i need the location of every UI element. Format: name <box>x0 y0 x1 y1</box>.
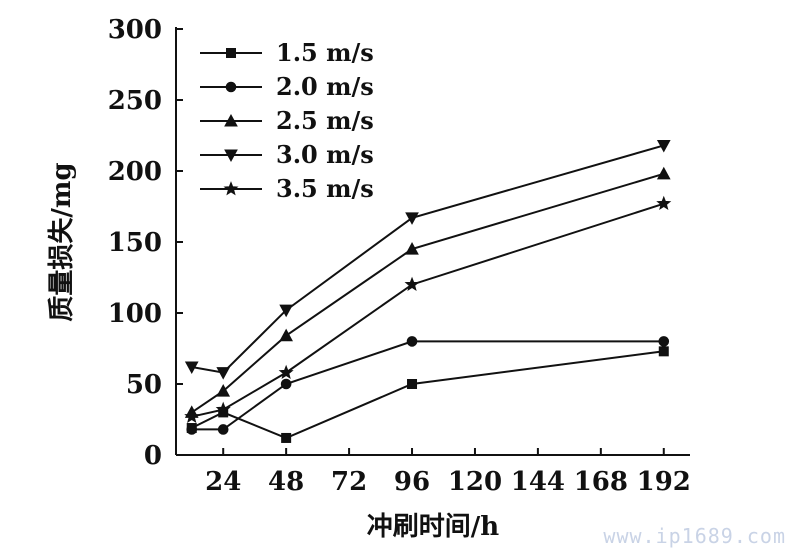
series-line <box>191 172 665 414</box>
series-line <box>191 144 665 374</box>
data-point <box>656 139 671 153</box>
y-axis-title: 质量损失/mg <box>47 162 77 321</box>
legend-marker <box>224 149 238 163</box>
data-point <box>658 346 669 357</box>
series-line <box>191 202 665 418</box>
y-tick-label: 150 <box>108 228 162 258</box>
legend-label: 3.5 m/s <box>276 174 374 203</box>
data-point <box>216 384 231 397</box>
data-point <box>279 304 293 318</box>
y-tick-label: 100 <box>108 299 162 329</box>
x-tick-label: 24 <box>205 467 241 497</box>
data-point <box>281 432 292 443</box>
legend-label: 3.0 m/s <box>276 140 374 169</box>
series-3 <box>184 166 671 418</box>
watermark: www.ip1689.com <box>603 524 786 548</box>
data-point <box>215 401 231 416</box>
data-point <box>186 424 198 435</box>
data-point <box>216 367 231 380</box>
data-point <box>279 328 293 342</box>
data-point <box>404 276 420 291</box>
y-tick-label: 50 <box>126 370 162 400</box>
x-tick-label: 168 <box>574 467 628 497</box>
legend-label: 2.0 m/s <box>276 72 374 101</box>
data-point <box>656 195 672 211</box>
legend: 1.5 m/s 2.0 m/s 2.5 m/s 3.0 m/s 3.5 m/s <box>200 38 374 203</box>
series-5 <box>184 195 672 424</box>
legend-marker <box>225 81 237 93</box>
y-tick-label: 250 <box>108 86 162 116</box>
data-point <box>405 212 419 225</box>
legend-label: 1.5 m/s <box>276 38 374 67</box>
x-tick-label: 144 <box>511 467 565 497</box>
x-tick-label: 120 <box>448 467 502 497</box>
data-point <box>407 379 418 389</box>
legend-marker <box>223 181 239 196</box>
legend-marker <box>226 48 236 58</box>
series-1 <box>186 346 669 443</box>
series-line <box>191 350 664 440</box>
legend-label: 2.5 m/s <box>276 106 374 135</box>
data-point <box>278 364 294 380</box>
y-tick-label: 200 <box>108 157 162 187</box>
legend-entry: 1.5 m/s <box>200 38 374 67</box>
x-tick-label: 48 <box>268 467 304 497</box>
data-point <box>658 336 670 347</box>
legend-entry: 2.5 m/s <box>200 106 374 135</box>
data-point <box>184 361 199 375</box>
legend-entry: 3.5 m/s <box>200 174 374 203</box>
data-point <box>184 408 200 424</box>
series-2 <box>186 336 670 435</box>
y-tick-label: 0 <box>144 441 162 471</box>
legend-marker <box>224 113 238 127</box>
data-point <box>217 424 229 435</box>
data-point <box>656 166 671 180</box>
data-point <box>280 378 292 390</box>
x-tick-label: 192 <box>637 467 691 497</box>
legend-entry: 2.0 m/s <box>200 72 374 101</box>
series-4 <box>184 139 671 380</box>
x-tick-label: 72 <box>331 467 367 497</box>
x-tick-label: 96 <box>394 467 430 497</box>
series-layer <box>184 139 672 443</box>
x-axis-title: 冲刷时间/h <box>367 512 499 542</box>
data-point <box>405 242 419 255</box>
legend-entry: 3.0 m/s <box>200 140 374 169</box>
y-tick-label: 300 <box>108 15 162 45</box>
data-point <box>406 336 418 347</box>
axes: 0 50 100 150 200 250 300 24 48 72 96 120 144 168 192 <box>108 15 691 497</box>
